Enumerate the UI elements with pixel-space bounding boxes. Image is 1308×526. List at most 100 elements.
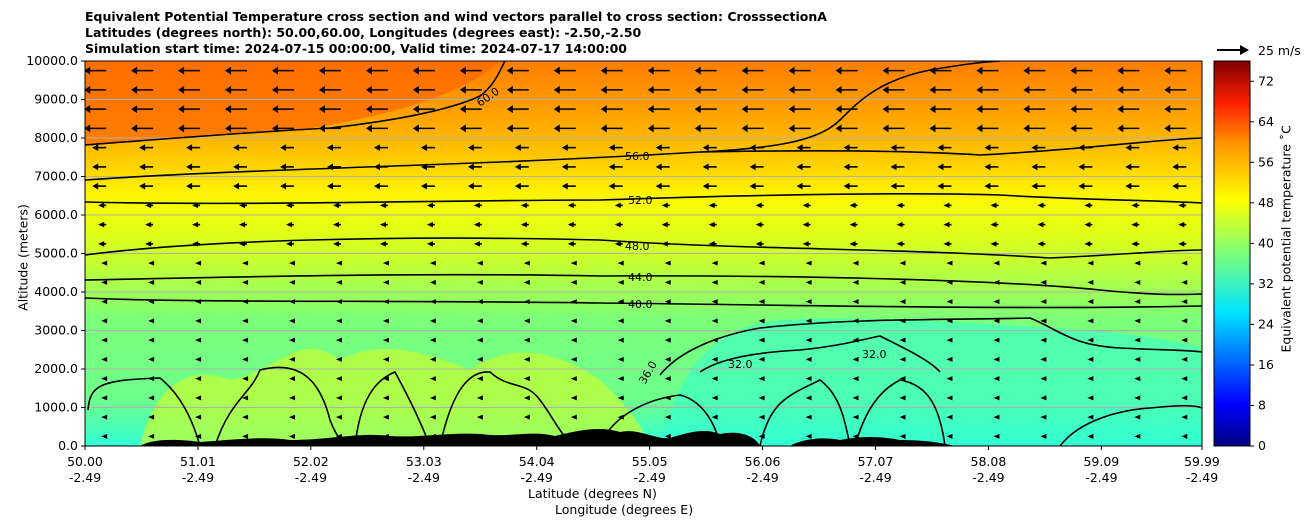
wind-vector-head: [186, 144, 193, 152]
wind-vector-head: [335, 337, 342, 343]
wind-vector-head: [1178, 241, 1185, 247]
wind-vector-head: [1181, 337, 1188, 343]
wind-vector-head: [896, 241, 903, 247]
x-tick-label-lon: -2.49: [746, 470, 778, 485]
wind-vector-head: [318, 85, 325, 94]
wind-vector-head: [1134, 376, 1141, 382]
wind-vector-head: [990, 202, 997, 209]
wind-vector-head: [708, 221, 715, 228]
wind-vector-head: [849, 221, 856, 228]
x-tick-label-lon: -2.49: [859, 470, 891, 485]
y-tick-label: 1000.0: [34, 400, 78, 415]
contour-32b: [1059, 404, 1202, 446]
y-tick-label: 5000.0: [34, 246, 78, 261]
colorbar-tick-label: 32: [1258, 276, 1274, 291]
colorbar-tick-label: 24: [1258, 316, 1274, 331]
wind-vector-head: [289, 318, 296, 324]
wind-vector-head: [1117, 85, 1124, 94]
wind-vector-head: [758, 318, 765, 324]
wind-vector-head: [1164, 66, 1171, 75]
chart-title-line2: Latitudes (degrees north): 50.00,60.00, …: [85, 25, 642, 40]
wind-vector-head: [852, 337, 859, 343]
wind-vector-head: [382, 356, 389, 362]
wind-vector-head: [664, 337, 671, 343]
wind-vector-head: [131, 124, 138, 133]
x-tick-label-lat: 56.06: [745, 454, 781, 469]
wind-vector-head: [365, 66, 372, 75]
wind-vector-head: [755, 202, 762, 209]
wind-vector-head: [459, 85, 466, 94]
wind-vector-head: [192, 241, 199, 247]
wind-vector-head: [239, 241, 246, 247]
wind-vector-head: [318, 105, 325, 114]
wind-vector-head: [239, 202, 246, 209]
wind-vector-head: [758, 376, 765, 382]
wind-vector-head: [711, 279, 718, 285]
wind-vector-head: [943, 202, 950, 209]
wind-vector-head: [289, 356, 296, 362]
wind-vector-head: [708, 202, 715, 209]
wind-vector-head: [473, 221, 480, 228]
wind-vector-head: [92, 144, 99, 152]
wind-vector-head: [711, 356, 718, 362]
x-tick-label-lon: -2.49: [408, 470, 440, 485]
wind-vector-head: [843, 182, 850, 190]
surface-warm: [140, 349, 650, 446]
contour-label-32b: 32.0: [728, 358, 753, 371]
wind-vector-head: [326, 182, 333, 190]
wind-vector-head: [1040, 376, 1047, 382]
wind-vector-head: [280, 144, 287, 152]
wind-vector-head: [272, 124, 279, 133]
wind-vector-head: [805, 279, 812, 285]
wind-vector-head: [796, 182, 803, 190]
wind-vector-head: [805, 433, 812, 439]
wind-vector-head: [758, 279, 765, 285]
wind-vector-head: [600, 105, 607, 114]
wind-vector-head: [289, 395, 296, 401]
wind-vector-head: [617, 299, 624, 305]
wind-vector-head: [476, 376, 483, 382]
wind-vector-head: [600, 66, 607, 75]
colorbar-tick-label: 48: [1258, 195, 1274, 210]
wind-vector-head: [1134, 433, 1141, 439]
wind-vector-head: [382, 433, 389, 439]
wind-vector-head: [937, 182, 944, 190]
wind-vector-head: [1172, 182, 1179, 190]
contour-48: [85, 237, 1202, 259]
wind-vector-head: [882, 85, 889, 94]
wind-vector-head: [98, 241, 105, 247]
wind-vector-head: [664, 414, 671, 420]
wind-vector-head: [882, 124, 889, 133]
wind-vector-head: [318, 124, 325, 133]
wind-vector-head: [233, 163, 240, 171]
wind-vector-head: [843, 163, 850, 171]
wind-vector-head: [570, 318, 577, 324]
contour-40c: [759, 379, 851, 446]
wind-vector-head: [242, 279, 249, 285]
wind-vector-head: [318, 66, 325, 75]
contour-36c: [599, 394, 721, 446]
y-tick-label: 9000.0: [34, 92, 78, 107]
wind-vector-head: [1040, 337, 1047, 343]
colorbar-tick-label: 64: [1258, 114, 1274, 129]
wind-vector-head: [426, 241, 433, 247]
wind-vector-head: [429, 376, 436, 382]
wind-vector-head: [148, 414, 155, 420]
wind-vector-head: [1125, 144, 1132, 152]
wind-vector-head: [523, 318, 530, 324]
wind-vector-head: [131, 105, 138, 114]
wind-vector-head: [708, 241, 715, 247]
wind-vector-head: [1117, 66, 1124, 75]
wind-vector-head: [1131, 221, 1138, 228]
wind-vector-head: [835, 66, 842, 75]
wind-vector-head: [993, 414, 1000, 420]
wind-vector-head: [523, 376, 530, 382]
wind-vector-head: [758, 260, 765, 266]
wind-vector-head: [412, 124, 419, 133]
wind-vector-head: [1125, 163, 1132, 171]
wind-vector-head: [382, 376, 389, 382]
wind-vector-head: [755, 241, 762, 247]
contour-label-44: 44.0: [628, 271, 653, 284]
wind-vector-head: [788, 124, 795, 133]
wind-vector-head: [467, 163, 474, 171]
